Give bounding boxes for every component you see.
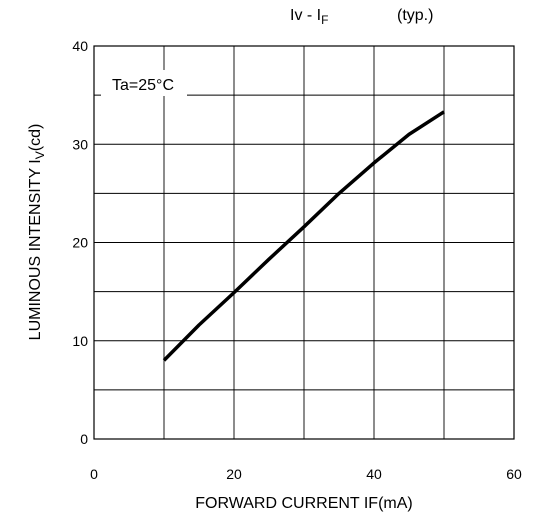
y-axis-label-subscript: V <box>33 151 47 159</box>
y-tick-label: 10 <box>72 333 88 349</box>
x-tick-label: 60 <box>506 466 522 482</box>
y-axis-label-unit: (cd) <box>27 124 44 152</box>
x-tick-label: 40 <box>366 466 382 482</box>
series-layer <box>162 110 445 362</box>
chart-title-note: (typ.) <box>397 7 433 24</box>
chart-title: Iv - IF <box>290 7 328 27</box>
tick-layer: 0 10 20 30 40 0 20 40 60 <box>72 38 522 482</box>
annotation-background <box>101 70 187 96</box>
y-tick-label: 0 <box>80 431 88 447</box>
y-axis-label-main: LUMINOUS INTENSITY I <box>27 159 44 340</box>
x-tick-label: 0 <box>90 466 98 482</box>
x-axis-label: FORWARD CURRENT IF(mA) <box>195 495 412 512</box>
y-tick-label: 40 <box>72 38 88 54</box>
plot-frame <box>93 45 515 440</box>
grid-layer <box>94 46 514 439</box>
x-tick-label: 20 <box>226 466 242 482</box>
y-tick-label: 30 <box>72 136 88 152</box>
annotation-label: Ta=25°C <box>112 77 174 94</box>
chart-title-subscript: F <box>321 13 328 27</box>
y-tick-label: 20 <box>72 235 88 251</box>
series-line <box>162 110 445 362</box>
chart-title-main: Iv - I <box>290 7 321 24</box>
y-axis-label: LUMINOUS INTENSITY IV(cd) <box>27 124 47 341</box>
